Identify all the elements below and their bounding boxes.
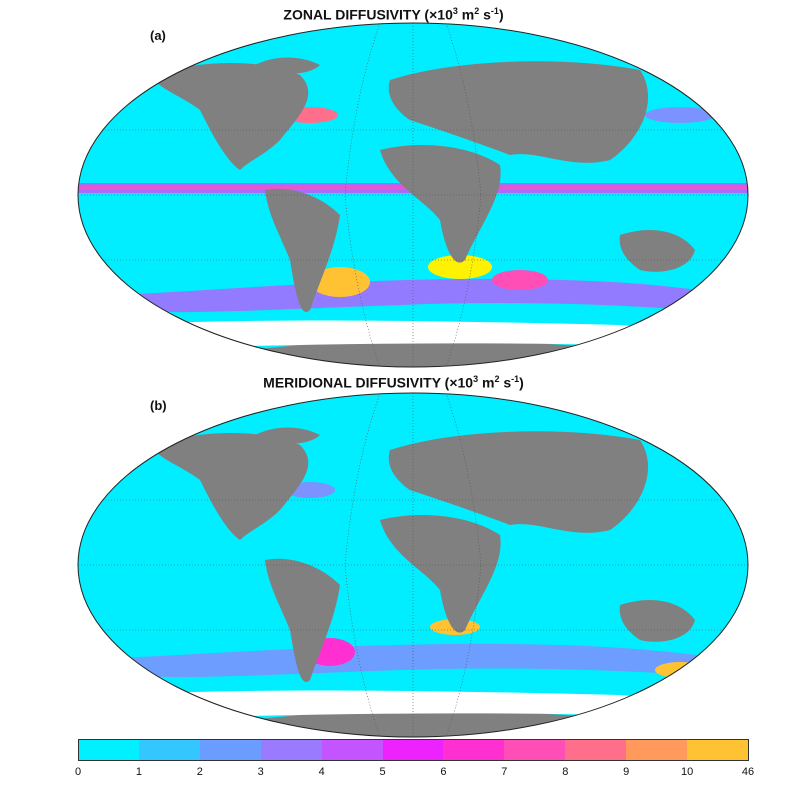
map-boundary <box>77 22 749 368</box>
panel-b-title: MERIDIONAL DIFFUSIVITY (×103 m2 s-1) <box>263 374 524 391</box>
panel-b-label: (b) <box>150 398 167 413</box>
land <box>150 57 695 367</box>
colorbar-tick-label: 0 <box>74 766 82 778</box>
colorbar-tick-label: 4 <box>318 766 325 778</box>
colorbar <box>78 739 749 761</box>
colorbar-tick-label: 6 <box>440 766 447 778</box>
map-boundary <box>77 392 749 738</box>
southern-ocean-band <box>120 643 748 680</box>
land <box>150 427 695 737</box>
panel-a-title: ZONAL DIFFUSIVITY (×103 m2 s-1) <box>283 6 504 23</box>
colorbar-tick-label: 9 <box>623 766 630 778</box>
meridional-diffusivity-map <box>77 392 749 738</box>
graticule <box>78 393 748 737</box>
colorbar-segment <box>687 739 749 761</box>
colorbar-tick-label: 7 <box>501 766 508 778</box>
colorbar-tick-label: 2 <box>196 766 203 778</box>
graticule <box>78 23 748 367</box>
colorbar-segment <box>260 739 323 761</box>
agulhas-hotspot-west <box>310 267 370 297</box>
colorbar-tick-label: 10 <box>680 766 694 778</box>
colorbar-tick-label: 3 <box>257 766 264 778</box>
colorbar-segment <box>321 739 384 761</box>
colorbar-segment <box>382 739 444 761</box>
colorbar-tick-label: 5 <box>379 766 386 778</box>
colorbar-segment <box>565 739 627 761</box>
colorbar-segment <box>78 739 140 761</box>
colorbar-tick-label: 8 <box>562 766 569 778</box>
east-australia-hotspot <box>655 662 705 678</box>
agulhas-hotspot <box>428 255 492 279</box>
colorbar-segment <box>199 739 262 761</box>
colorbar-tick-label: 1 <box>135 766 142 778</box>
colorbar-segment <box>443 739 505 761</box>
colorbar-segment <box>626 739 688 761</box>
colorbar-tick-label: 46 <box>741 766 755 778</box>
panel-a-label: (a) <box>150 28 166 43</box>
southern-ocean-band <box>120 278 748 315</box>
colorbar-segment <box>504 739 566 761</box>
zonal-diffusivity-map <box>77 22 749 368</box>
colorbar-segment <box>138 739 201 761</box>
